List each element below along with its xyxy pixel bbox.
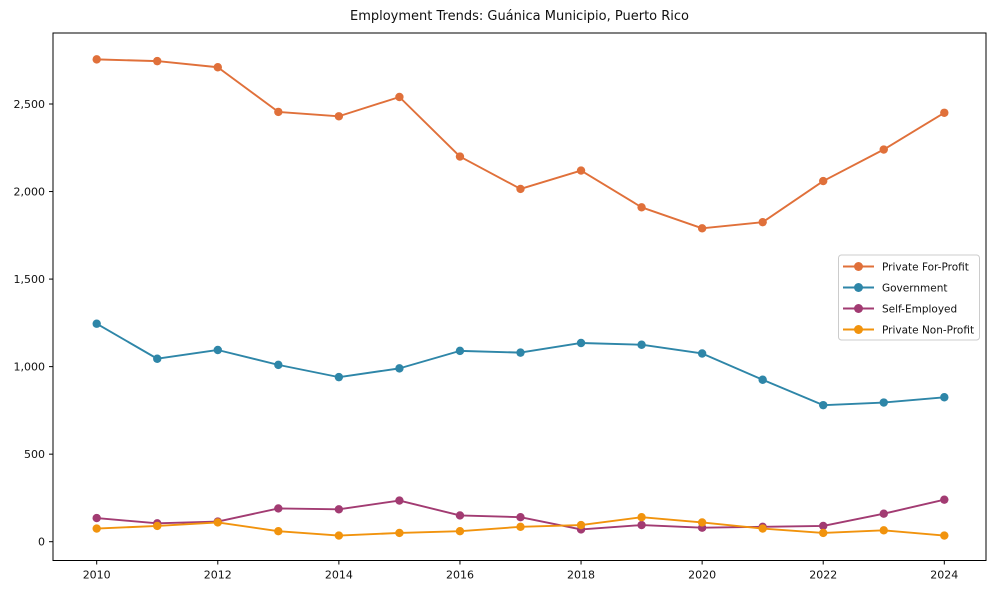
data-point-marker: [940, 495, 949, 504]
data-point-marker: [395, 528, 404, 538]
legend-swatch-marker: [854, 304, 863, 313]
data-point-marker: [879, 145, 888, 154]
legend-label: Private Non-Profit: [882, 325, 974, 337]
data-point-marker: [395, 496, 404, 505]
data-point-marker: [92, 513, 101, 523]
data-point-marker: [879, 509, 888, 518]
data-point-marker: [274, 360, 283, 370]
data-point-marker: [516, 348, 525, 357]
data-point-marker: [637, 340, 646, 349]
x-tick-label: 2016: [446, 569, 474, 582]
data-point-marker: [940, 531, 949, 540]
data-point-marker: [819, 176, 828, 186]
data-point-marker: [819, 528, 828, 538]
y-tick-label: 500: [24, 448, 45, 461]
y-tick-label: 1,500: [14, 273, 46, 286]
data-point-marker: [637, 520, 646, 530]
data-point-marker: [92, 319, 101, 328]
data-point-marker: [92, 524, 101, 533]
data-point-marker: [213, 518, 222, 527]
legend-swatch-marker: [854, 283, 863, 292]
data-point-marker: [274, 526, 283, 536]
data-point-marker: [940, 108, 949, 117]
data-point-marker: [153, 56, 162, 66]
data-point-marker: [153, 521, 162, 531]
data-point-marker: [516, 512, 525, 522]
data-point-marker: [819, 521, 828, 531]
legend-label: Private For-Profit: [882, 262, 969, 274]
legend-box: [838, 254, 980, 341]
y-tick-label: 1,000: [14, 361, 46, 374]
chart-title: Employment Trends: Guánica Municipio, Pu…: [349, 9, 690, 24]
data-point-marker: [576, 520, 586, 530]
data-point-marker: [213, 345, 222, 355]
data-point-marker: [334, 531, 344, 540]
data-point-marker: [637, 203, 646, 212]
data-point-marker: [334, 505, 344, 514]
data-point-marker: [395, 92, 404, 102]
data-point-marker: [758, 524, 767, 533]
data-point-marker: [274, 107, 283, 117]
data-point-marker: [455, 526, 465, 536]
legend-label: Self-Employed: [882, 304, 957, 316]
data-point-marker: [637, 512, 646, 522]
data-point-marker: [334, 372, 344, 382]
data-point-marker: [879, 526, 888, 535]
series-line-private-for-profit: [96, 58, 945, 230]
data-point-marker: [516, 522, 525, 532]
data-point-marker: [697, 349, 707, 358]
data-point-marker: [455, 346, 465, 356]
plot-frame: [52, 32, 987, 561]
data-point-marker: [879, 398, 888, 407]
data-point-marker: [455, 152, 465, 161]
y-tick-label: 0: [38, 536, 45, 549]
x-tick-label: 2020: [688, 569, 716, 582]
data-point-marker: [758, 217, 767, 227]
data-point-marker: [92, 55, 101, 64]
series-line-government: [96, 322, 945, 407]
data-point-marker: [153, 354, 162, 363]
data-point-marker: [819, 400, 828, 410]
x-tick-label: 2018: [567, 569, 595, 582]
data-point-marker: [576, 166, 586, 175]
y-tick-label: 2,000: [14, 186, 46, 199]
x-tick-label: 2014: [325, 569, 353, 582]
y-tick-label: 2,500: [14, 98, 46, 111]
data-point-marker: [213, 63, 222, 72]
data-point-marker: [940, 393, 949, 402]
legend-swatch-marker: [854, 262, 863, 271]
x-tick-label: 2024: [930, 569, 958, 582]
data-point-marker: [334, 112, 344, 121]
x-tick-label: 2010: [83, 569, 111, 582]
data-point-marker: [455, 511, 465, 520]
legend-swatch-marker: [854, 325, 863, 334]
data-point-marker: [395, 364, 404, 373]
data-point-marker: [758, 375, 767, 384]
data-point-marker: [274, 504, 283, 513]
data-point-marker: [697, 224, 707, 233]
x-tick-label: 2012: [204, 569, 232, 582]
x-tick-label: 2022: [809, 569, 837, 582]
data-point-marker: [697, 518, 707, 527]
data-point-marker: [516, 184, 525, 194]
legend-label: Government: [882, 283, 947, 295]
data-point-marker: [576, 338, 586, 348]
